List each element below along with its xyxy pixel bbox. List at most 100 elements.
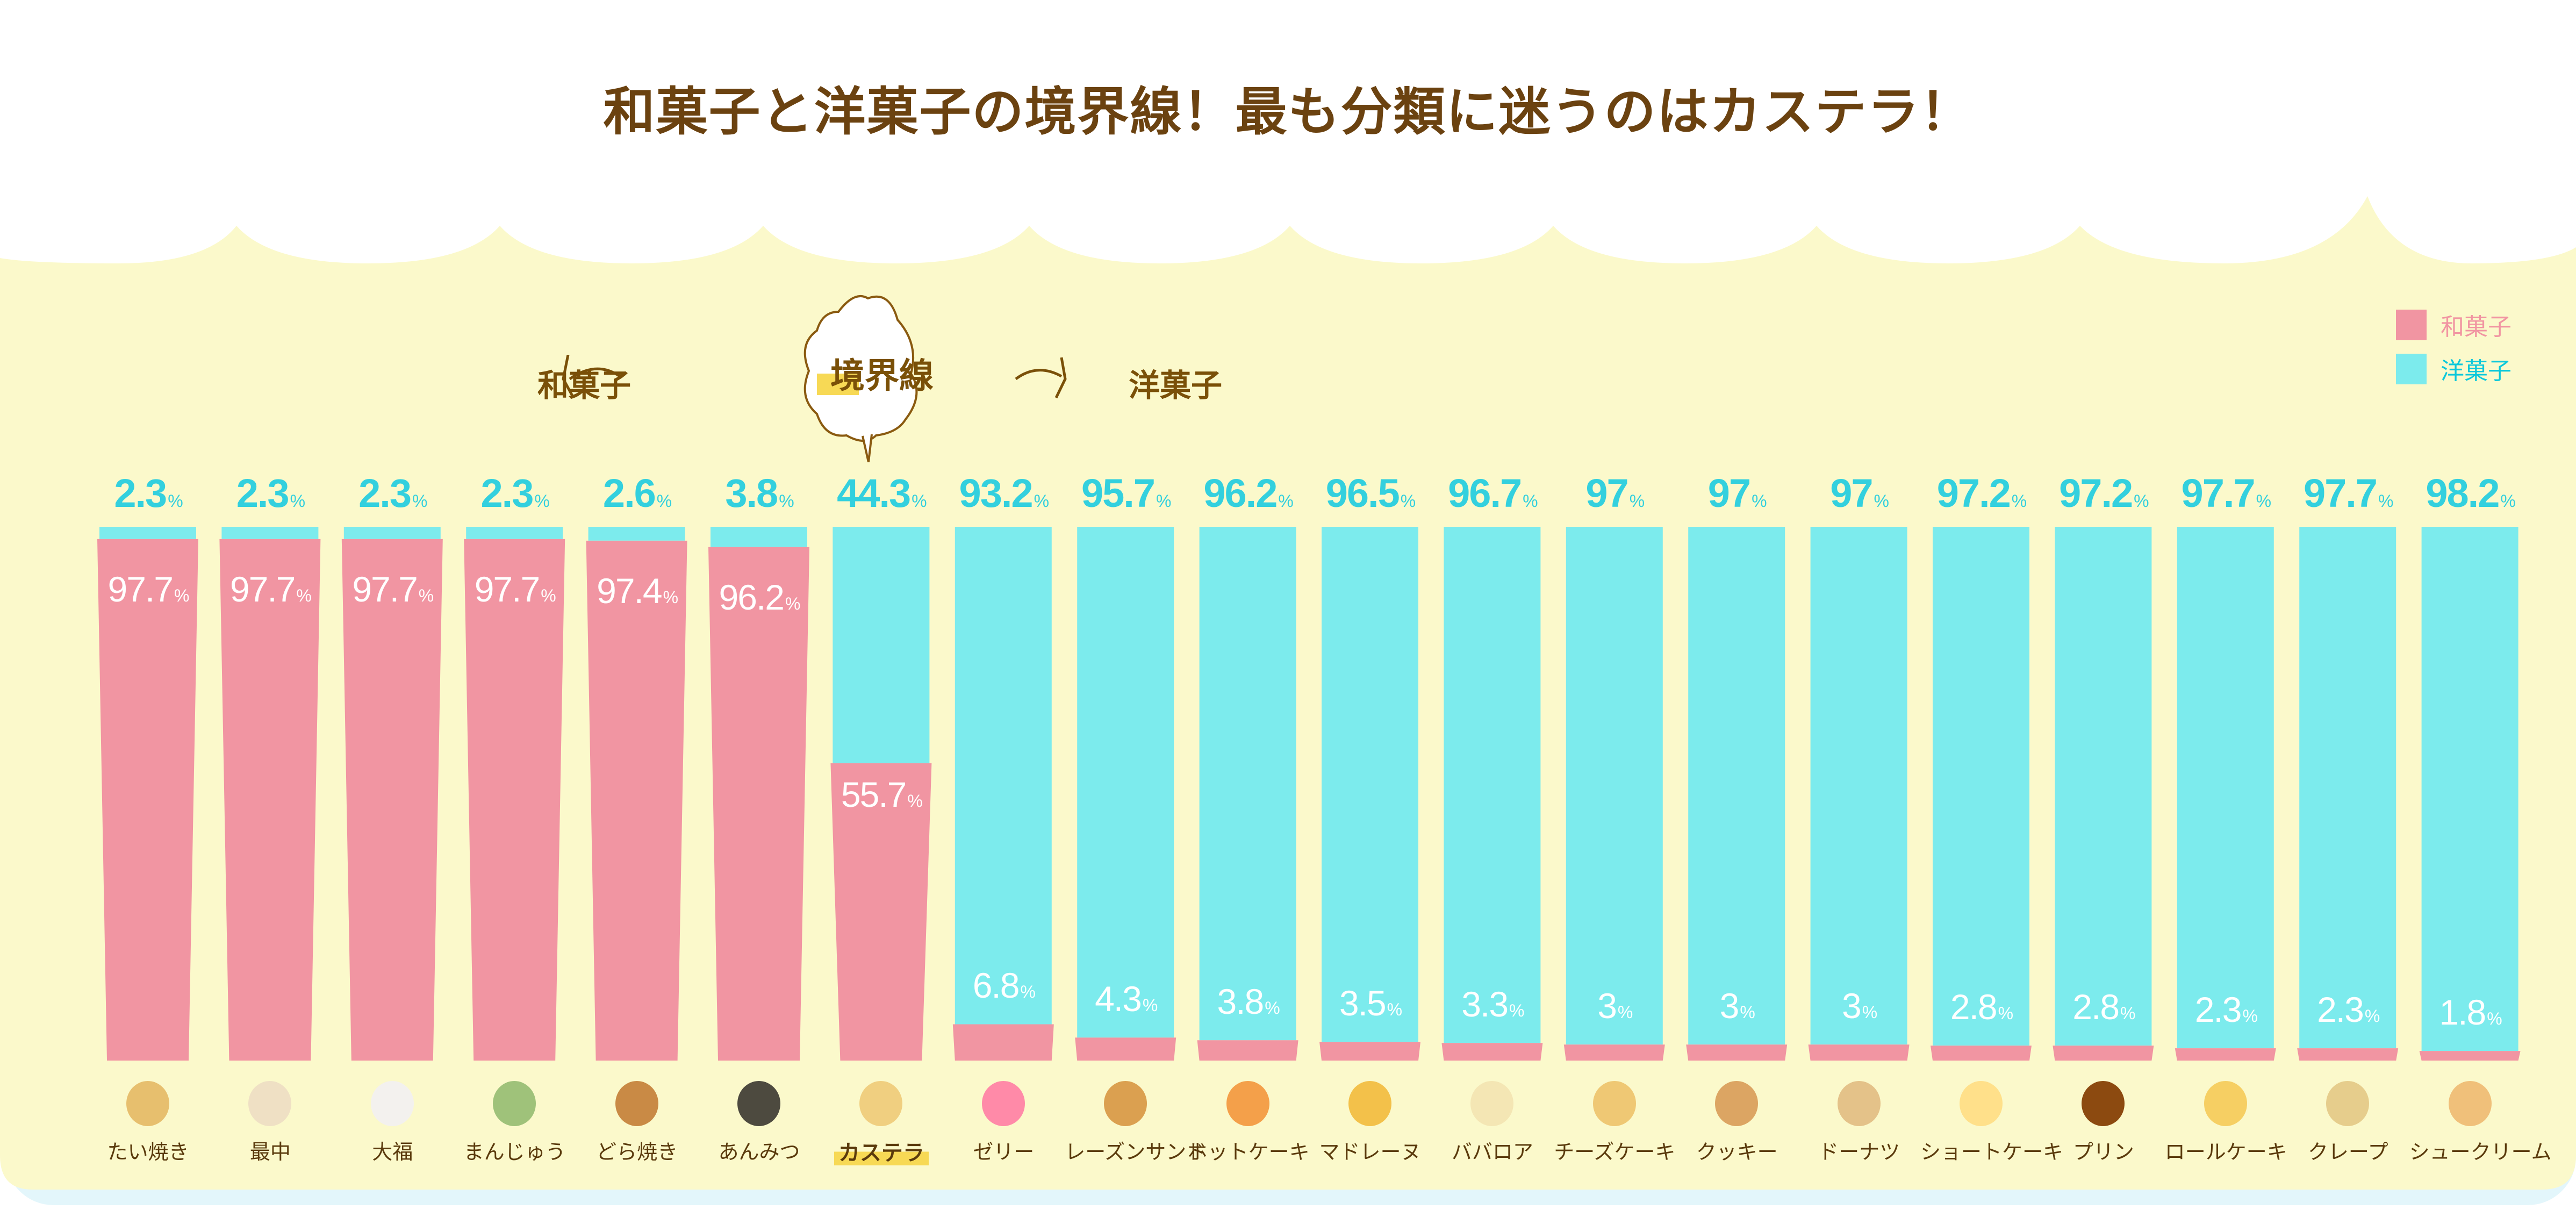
data-label-wagashi: 96.2% (698, 577, 820, 618)
data-label-value: 96.5 (1325, 471, 1400, 515)
data-label-unit: % (1998, 1004, 2013, 1023)
data-label-unit: % (656, 491, 672, 511)
bar-segment-wagashi (1319, 1042, 1420, 1061)
bar-group (1808, 527, 1910, 1061)
data-label-value: 3 (1597, 986, 1617, 1026)
data-label-yogashi: 93.2% (943, 470, 1065, 516)
category-label: カステラ (820, 1135, 942, 1166)
data-label-unit: % (1523, 491, 1538, 511)
bar-group (952, 527, 1054, 1061)
legend: 和菓子 洋菓子 (2396, 303, 2512, 391)
data-label-yogashi: 3.8% (698, 470, 820, 516)
data-label-value: 2.8 (2072, 987, 2120, 1027)
donut-icon (1837, 1081, 1881, 1126)
data-label-unit: % (907, 791, 922, 811)
bar-segment-yogashi (1199, 527, 1296, 1041)
data-label-value: 2.3 (236, 471, 290, 515)
data-label-value: 2.6 (602, 471, 656, 515)
category-label-text: 最中 (249, 1140, 291, 1164)
data-label-yogashi: 96.7% (1431, 470, 1553, 516)
bar-segment-yogashi (1322, 527, 1418, 1042)
bar-segment-yogashi (1077, 527, 1174, 1038)
category-label-text: たい焼き (107, 1140, 189, 1164)
data-label-unit: % (912, 491, 927, 511)
data-label-unit: % (1629, 491, 1645, 511)
data-label-unit: % (534, 491, 549, 511)
category-label: ババロア (1431, 1135, 1553, 1165)
data-label-value: 97.7 (474, 569, 540, 609)
data-label-unit: % (2242, 1006, 2257, 1026)
data-label-yogashi: 97.2% (1920, 470, 2042, 516)
data-label-unit: % (2011, 491, 2027, 511)
data-label-wagashi: 97.7% (332, 569, 454, 610)
bar-group (1931, 527, 2032, 1061)
data-label-unit: % (2378, 491, 2393, 511)
data-label-wagashi-inside-yogashi: 6.8% (943, 965, 1065, 1006)
category-label-text: ゼリー (973, 1140, 1035, 1164)
category-label: あんみつ (698, 1135, 820, 1165)
data-label-value: 2.3 (2194, 990, 2242, 1030)
data-label-wagashi-inside-yogashi: 3% (1554, 985, 1676, 1026)
thought-cloud-icon (803, 295, 918, 462)
data-label-wagashi-inside-yogashi: 1.8% (2409, 992, 2531, 1033)
legend-swatch-yogashi (2396, 353, 2427, 384)
bar-segment-yogashi (2177, 527, 2274, 1049)
category-label: ゼリー (943, 1135, 1065, 1165)
data-label-yogashi: 97% (1798, 470, 1920, 516)
highlight-bar (817, 374, 859, 395)
category-label-text: ババロア (1451, 1140, 1533, 1164)
data-label-value: 97.7 (2303, 471, 2378, 515)
roll-cake-icon (2204, 1081, 2247, 1126)
bar-segment-wagashi (830, 763, 932, 1061)
category-label: たい焼き (87, 1135, 209, 1165)
data-label-value: 6.8 (972, 965, 1020, 1006)
data-label-unit: % (541, 585, 556, 605)
data-label-value: 3 (1719, 986, 1740, 1026)
data-label-value: 97.2 (1936, 471, 2011, 515)
category-label: まんじゅう (454, 1135, 576, 1165)
data-label-value: 96.2 (1203, 471, 1278, 515)
bar-group (97, 527, 198, 1061)
data-label-value: 97.7 (352, 569, 418, 609)
curved-arrow-left-icon (562, 355, 621, 399)
bar-group (1686, 527, 1788, 1061)
bar-segment-wagashi (1808, 1044, 1910, 1061)
data-label-wagashi: 97.7% (454, 569, 576, 610)
category-label: チーズケーキ (1554, 1135, 1676, 1165)
data-label-wagashi: 55.7% (820, 774, 942, 815)
bar-group (1075, 527, 1176, 1061)
bar-group (464, 527, 565, 1061)
jelly-icon (981, 1081, 1025, 1126)
bar-segment-yogashi (833, 527, 930, 763)
taiyaki-icon (126, 1081, 169, 1126)
data-label-yogashi: 2.3% (454, 470, 576, 516)
data-label-unit: % (1387, 1000, 1402, 1020)
category-label: どら焼き (576, 1135, 698, 1165)
pudding-icon (2082, 1081, 2125, 1126)
data-label-yogashi: 97% (1676, 470, 1798, 516)
category-label-text: まんじゅう (463, 1140, 566, 1164)
category-label: 大福 (332, 1135, 454, 1165)
bar-segment-yogashi (2299, 527, 2396, 1049)
category-label-text: クレープ (2307, 1140, 2388, 1164)
data-label-value: 4.3 (1095, 979, 1142, 1019)
data-label-unit: % (1740, 1003, 1755, 1022)
data-label-value: 3 (1842, 986, 1862, 1026)
data-label-unit: % (663, 587, 678, 607)
data-label-wagashi-inside-yogashi: 3.5% (1309, 983, 1431, 1023)
data-label-unit: % (1034, 491, 1049, 511)
curved-arrow-right-icon (1015, 357, 1067, 399)
bar-segment-yogashi (221, 527, 319, 539)
bar-segment-wagashi (2297, 1048, 2399, 1061)
data-label-value: 2.3 (114, 471, 167, 515)
data-label-yogashi: 2.6% (576, 470, 698, 516)
bar-group (2419, 527, 2521, 1061)
category-label-text: チーズケーキ (1554, 1140, 1676, 1164)
legend-swatch-wagashi (2396, 309, 2427, 340)
data-label-unit: % (418, 585, 434, 605)
category-label: クレープ (2287, 1135, 2409, 1165)
data-label-unit: % (2364, 1006, 2380, 1026)
manju-icon (493, 1081, 536, 1126)
data-label-value: 97.7 (229, 569, 296, 609)
data-label-unit: % (1874, 491, 1889, 511)
